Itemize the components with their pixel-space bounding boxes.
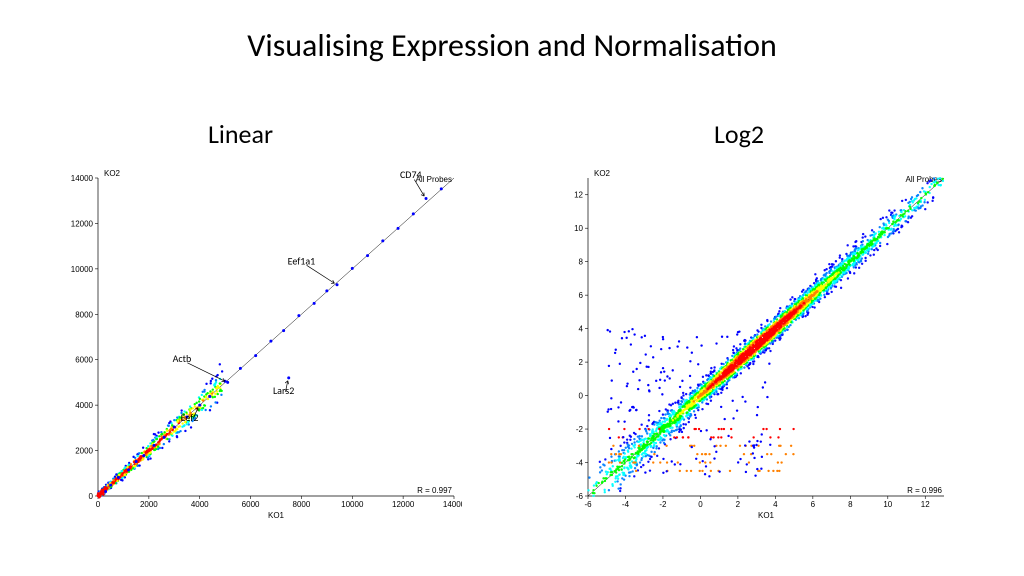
linear-chart: 0 2000 4000 6000 8000 10000 12000 14000 0 2000 400… — [62, 168, 462, 524]
slide: Visualising Expression and Normalisation… — [0, 0, 1024, 576]
svg-text:10: 10 — [574, 224, 583, 233]
svg-text:8000: 8000 — [293, 500, 311, 509]
svg-text:2000: 2000 — [140, 500, 158, 509]
svg-text:2000: 2000 — [75, 447, 93, 456]
svg-text:2: 2 — [579, 358, 584, 367]
svg-text:2: 2 — [736, 500, 741, 509]
svg-text:4: 4 — [579, 325, 584, 334]
svg-text:6000: 6000 — [75, 356, 93, 365]
svg-text:10: 10 — [883, 500, 892, 509]
svg-text:8: 8 — [848, 500, 853, 509]
svg-text:-4: -4 — [576, 459, 584, 468]
svg-text:0: 0 — [698, 500, 703, 509]
svg-text:CD74: CD74 — [400, 168, 422, 181]
svg-text:-6: -6 — [576, 492, 584, 501]
svg-text:12000: 12000 — [392, 500, 415, 509]
svg-text:8: 8 — [579, 258, 584, 267]
svg-text:R = 0.996: R = 0.996 — [907, 486, 942, 495]
svg-text:R = 0.997: R = 0.997 — [417, 486, 452, 495]
svg-text:-6: -6 — [584, 500, 592, 509]
svg-text:-2: -2 — [576, 425, 584, 434]
log2-chart: -6-4-2024681012-6-4-2024681012KO1KO2All … — [552, 168, 952, 524]
svg-text:10000: 10000 — [71, 265, 94, 274]
linear-chart-svg: 0 2000 4000 6000 8000 10000 12000 14000 0 2000 400… — [62, 168, 462, 524]
svg-text:KO1: KO1 — [268, 511, 285, 520]
svg-text:6: 6 — [579, 291, 584, 300]
svg-text:12: 12 — [574, 191, 583, 200]
svg-text:0: 0 — [89, 492, 94, 501]
subtitle-linear: Linear — [208, 118, 273, 150]
svg-text:10000: 10000 — [341, 500, 364, 509]
svg-text:4000: 4000 — [191, 500, 209, 509]
svg-text:6000: 6000 — [242, 500, 260, 509]
svg-text:Eef1a1: Eef1a1 — [288, 254, 316, 267]
svg-text:KO1: KO1 — [758, 511, 775, 520]
svg-text:6: 6 — [811, 500, 816, 509]
svg-text:Lars2: Lars2 — [273, 384, 294, 397]
svg-text:KO2: KO2 — [594, 169, 611, 178]
svg-text:8000: 8000 — [75, 310, 93, 319]
svg-text:12: 12 — [921, 500, 930, 509]
svg-text:14000: 14000 — [443, 500, 462, 509]
svg-text:14000: 14000 — [71, 174, 94, 183]
subtitle-log2: Log2 — [714, 118, 764, 150]
svg-text:4: 4 — [773, 500, 778, 509]
slide-title: Visualising Expression and Normalisation — [0, 26, 1024, 65]
svg-text:0: 0 — [96, 500, 101, 509]
svg-text:0: 0 — [579, 392, 584, 401]
log2-chart-svg: -6-4-2024681012-6-4-2024681012KO1KO2All … — [552, 168, 952, 524]
svg-text:KO2: KO2 — [104, 169, 121, 178]
svg-text:4000: 4000 — [75, 401, 93, 410]
svg-text:-2: -2 — [659, 500, 667, 509]
svg-text:-4: -4 — [622, 500, 630, 509]
svg-text:12000: 12000 — [71, 219, 94, 228]
